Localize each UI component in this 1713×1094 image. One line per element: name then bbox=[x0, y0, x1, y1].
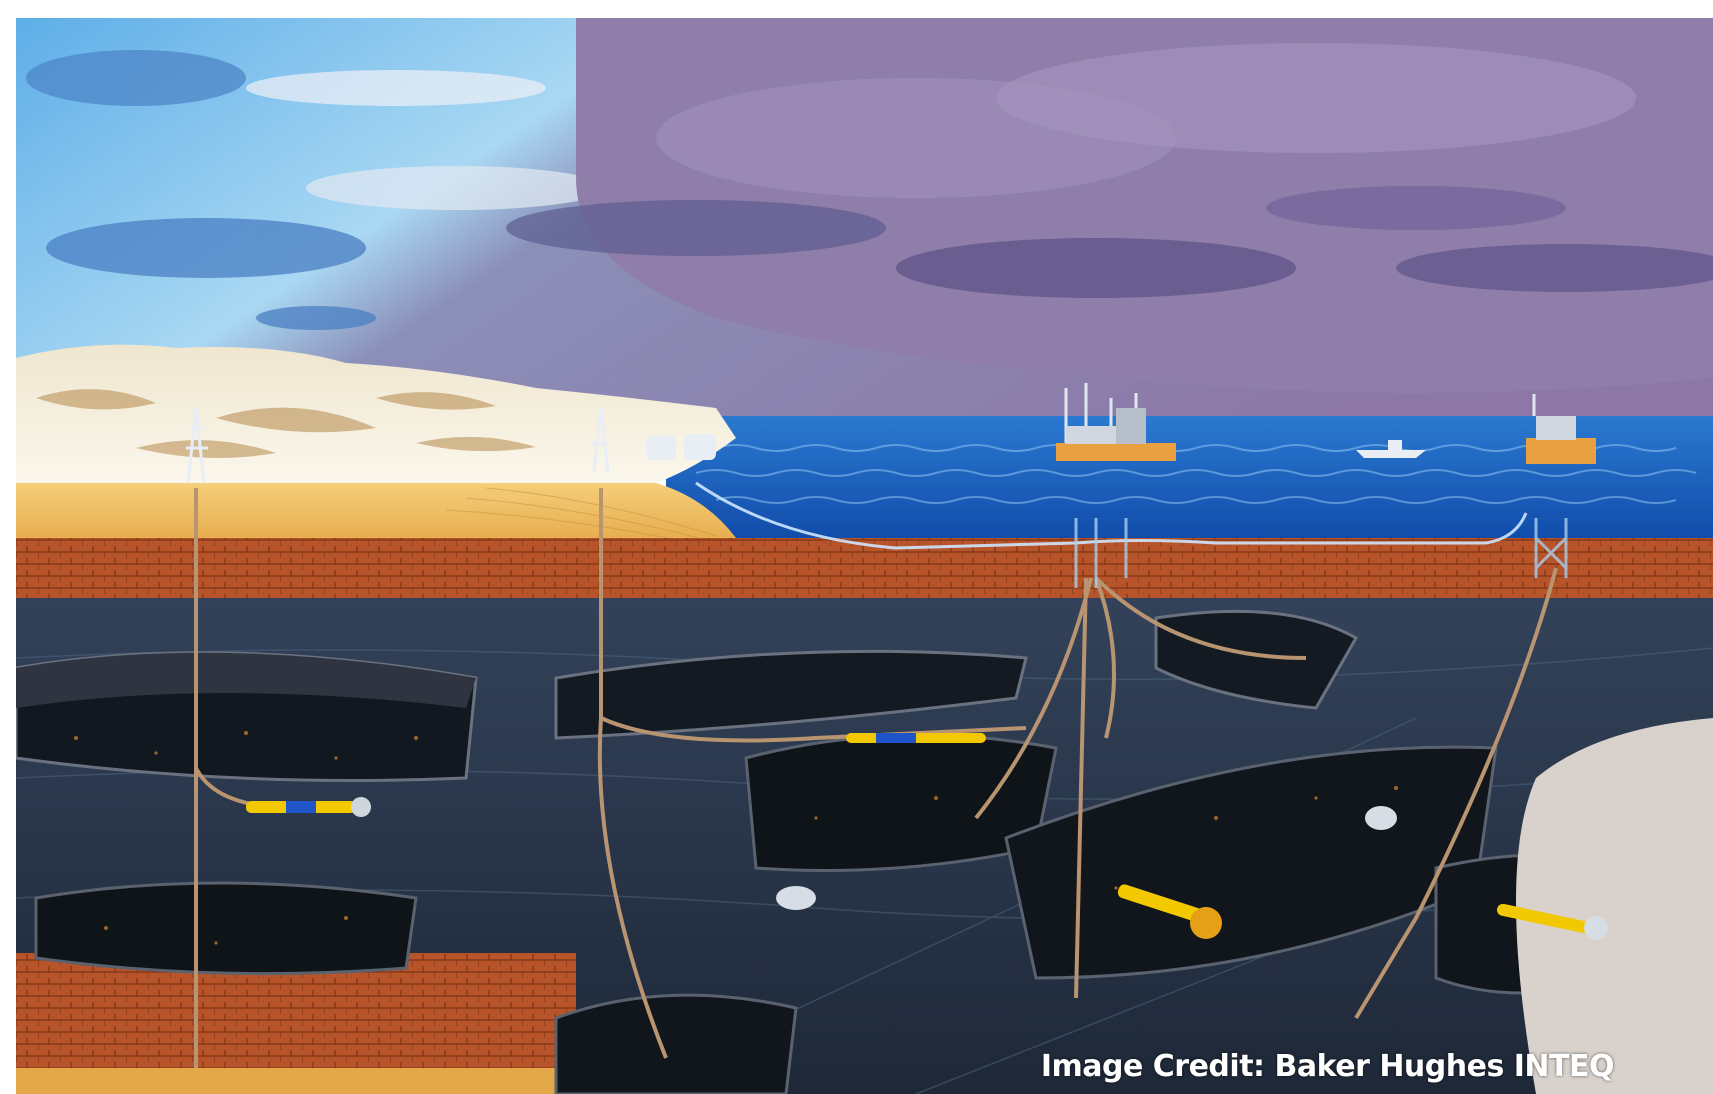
storm-clouds bbox=[506, 18, 1713, 393]
clouds-left bbox=[26, 50, 606, 330]
oil-speckles bbox=[74, 731, 1398, 945]
drilling-rig-icon bbox=[186, 407, 610, 484]
image-credit: Image Credit: Baker Hughes INTEQ bbox=[1040, 1049, 1615, 1084]
oil-field-illustration bbox=[16, 18, 1713, 1094]
pipelines bbox=[695, 481, 1528, 550]
storage-tank-icon bbox=[646, 434, 716, 460]
offshore-platform-icon bbox=[1056, 383, 1596, 588]
illustration-frame: Image Credit: Baker Hughes INTEQ bbox=[16, 18, 1713, 1094]
rock-band bbox=[16, 538, 1713, 598]
well-bores bbox=[194, 488, 1558, 1068]
drill-bit-icon bbox=[246, 733, 1608, 940]
salt-dome bbox=[1516, 718, 1713, 1094]
supply-ship-icon bbox=[1356, 440, 1426, 458]
reservoirs bbox=[16, 609, 1638, 1094]
ocean-waves bbox=[695, 444, 1697, 504]
